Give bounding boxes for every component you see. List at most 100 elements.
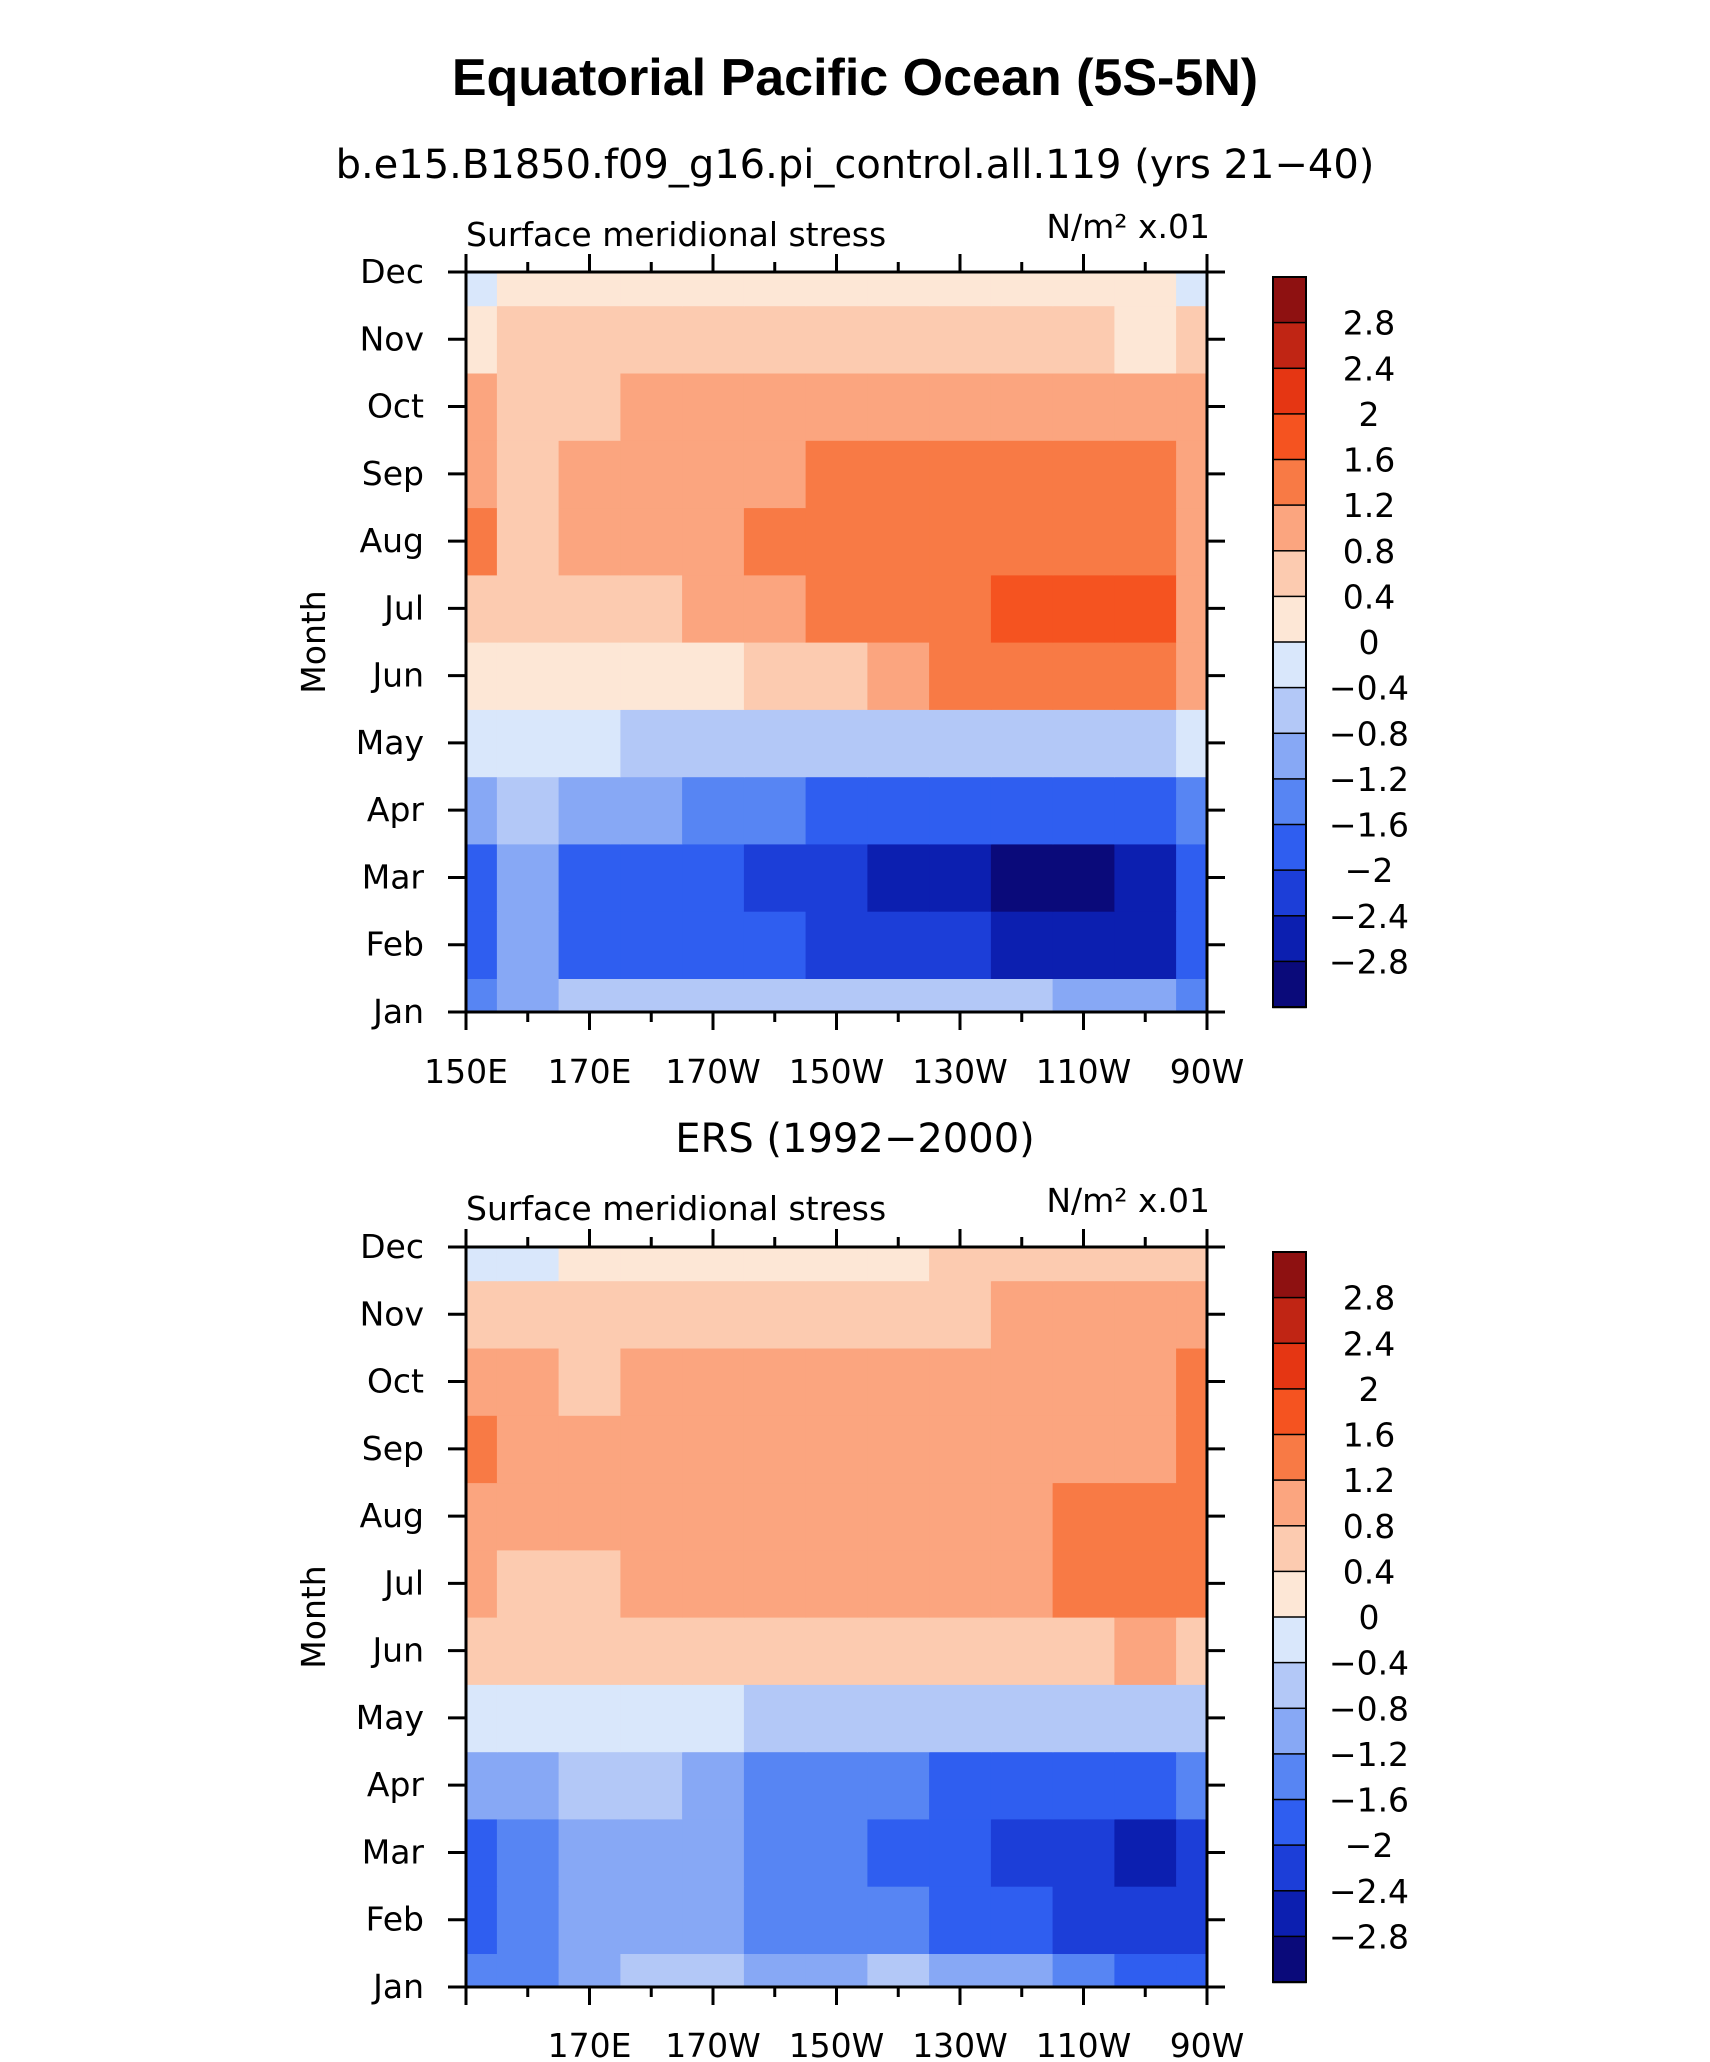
colorbar-label: −2.4 [1329, 897, 1409, 936]
heatmap-cell [682, 1751, 745, 1820]
heatmap-cell [496, 1482, 560, 1551]
heatmap-cell [1052, 843, 1115, 912]
heatmap-cell [558, 272, 621, 307]
heatmap-cell [558, 440, 621, 509]
heatmap-cell [929, 709, 992, 778]
heatmap-cell [682, 574, 745, 643]
heatmap-cell [558, 776, 621, 845]
heatmap-cell [1114, 911, 1177, 979]
heatmap-cell [1114, 642, 1177, 710]
colorbar-label: 0.8 [1343, 1507, 1395, 1546]
heatmap-cell [990, 709, 1054, 778]
heatmap-cell [1176, 1886, 1208, 1954]
heatmap-cell [929, 1617, 992, 1685]
heatmap-cell [990, 1549, 1054, 1618]
heatmap-cell [867, 1280, 930, 1349]
heatmap-cell [682, 272, 745, 307]
colorbar-segment [1272, 367, 1307, 416]
heatmap-cell [1052, 1818, 1115, 1887]
heatmap-cell [743, 440, 807, 509]
colorbar-segment [1272, 1798, 1307, 1847]
heatmap-cell [620, 372, 683, 441]
colorbar-segment [1272, 1251, 1307, 1299]
heatmap-cell [1052, 709, 1115, 778]
y-tick-label: May [356, 1698, 424, 1737]
heatmap-cell [990, 305, 1054, 374]
heatmap-cell [867, 272, 930, 307]
heatmap-cell [496, 1617, 560, 1685]
heatmap-cell [1176, 1953, 1208, 1988]
heatmap-cell [1114, 843, 1177, 912]
heatmap-cell [1114, 1347, 1177, 1416]
variable-label: Surface meridional stress [466, 215, 886, 254]
heatmap-cell [990, 1247, 1054, 1282]
heatmap-cell [805, 642, 868, 710]
y-tick-label: Sep [362, 454, 424, 493]
colorbar: 2.8 2.4 2 1.6 1.2 0.8 0.4 0 −0.4 −0.8 −1.2 −1.6 −2 −2… [1272, 276, 1409, 1009]
units-label: N/m² x.01 [1046, 1181, 1210, 1220]
heatmap-cell [1176, 507, 1208, 576]
heatmap-cell [1052, 1280, 1115, 1349]
heatmap-cell [1176, 305, 1208, 374]
units-label: N/m² x.01 [1046, 207, 1210, 246]
y-tick-label: Sep [362, 1429, 424, 1468]
heatmap-cell [990, 440, 1054, 509]
heatmap-cell [620, 574, 683, 643]
heatmap-cell [496, 305, 560, 374]
heatmap-cell [929, 440, 992, 509]
y-tick-label: Mar [362, 857, 425, 896]
heatmap-cell [496, 1684, 560, 1753]
heatmap-cell [743, 372, 807, 441]
heatmap-cell [466, 1684, 498, 1753]
heatmap-cell [1052, 978, 1115, 1013]
heatmap-cell [743, 1415, 807, 1484]
heatmap-cell [929, 1818, 992, 1887]
heatmap-cell [620, 776, 683, 845]
heatmap-cell [867, 1818, 930, 1887]
heatmap-cell [1052, 1347, 1115, 1416]
heatmap-cell [1114, 1751, 1177, 1820]
heatmap-cell [929, 1247, 992, 1282]
heatmap-cell [805, 1549, 868, 1618]
heatmap-cell [496, 911, 560, 979]
y-tick-label: Apr [367, 790, 425, 829]
figure-title: Equatorial Pacific Ocean (5S-5N) [452, 49, 1258, 107]
heatmap-cell [743, 911, 807, 979]
heatmap-cell [867, 574, 930, 643]
y-tick-label: Oct [367, 1362, 424, 1401]
heatmap-cell [929, 1953, 992, 1988]
heatmap-cell [805, 272, 868, 307]
heatmap-cell [990, 911, 1054, 979]
y-tick-label: Dec [360, 1227, 424, 1266]
panel-subtitle: b.e15.B1850.f09_g16.pi_control.all.119 (… [336, 142, 1375, 188]
heatmap-cell [558, 1482, 621, 1551]
colorbar-label: 0.8 [1343, 532, 1395, 571]
heatmap-cell [1176, 1818, 1208, 1887]
colorbar-segment [1272, 1525, 1307, 1573]
heatmap-cell [805, 440, 868, 509]
heatmap-cell [496, 574, 560, 643]
colorbar-segment [1272, 960, 1307, 1009]
heatmap-cell [867, 1482, 930, 1551]
heatmap-cell [682, 1549, 745, 1618]
heatmap-cell [805, 843, 868, 912]
colorbar-label: −2 [1345, 851, 1394, 890]
heatmap-cell [1052, 1549, 1115, 1618]
colorbar-label: 2.8 [1343, 304, 1395, 343]
heatmap-cell [1052, 272, 1115, 307]
heatmap-cell [867, 776, 930, 845]
heatmap-cell [682, 1347, 745, 1416]
y-axis-label: Month [294, 1565, 333, 1668]
colorbar-label: −0.4 [1329, 669, 1409, 708]
heatmap-cell [1176, 642, 1208, 710]
y-tick-label: Jul [382, 1563, 424, 1602]
heatmap-cell [743, 1280, 807, 1349]
heatmap-cell [805, 776, 868, 845]
heatmap-cell [867, 709, 930, 778]
colorbar-label: −0.4 [1329, 1644, 1409, 1683]
heatmap-cell [1114, 507, 1177, 576]
heatmap-cell [620, 1549, 683, 1618]
heatmap-cell [1114, 1415, 1177, 1484]
heatmap-cell [466, 1886, 498, 1954]
